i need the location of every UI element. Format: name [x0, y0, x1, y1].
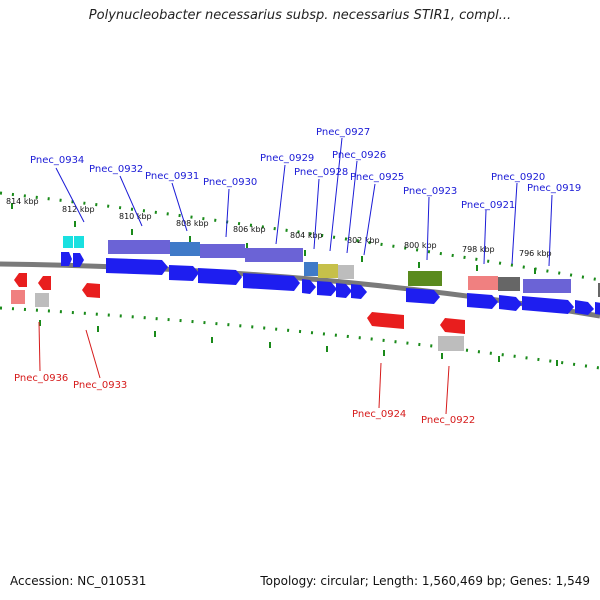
gene-arrow[interactable] [440, 318, 465, 334]
leader-line [511, 182, 518, 265]
tick-label: 812 kbp [62, 205, 95, 214]
feature-block [498, 277, 520, 291]
inner-tick-ring [0, 306, 600, 370]
gene-arrow[interactable] [106, 258, 168, 275]
map-title: Polynucleobacter necessarius subsp. nece… [88, 8, 512, 23]
feature-block [63, 236, 73, 248]
feature-block [318, 264, 338, 278]
gene-label[interactable]: Pnec_0924 [352, 409, 406, 420]
leader-line [275, 164, 286, 245]
gene-arrow[interactable] [499, 295, 522, 311]
gene-arrow[interactable] [351, 284, 367, 299]
gene-arrow[interactable] [595, 302, 600, 315]
outer-tick-ring [0, 191, 600, 282]
feature-block [170, 242, 200, 256]
gene-label[interactable]: Pnec_0920 [491, 172, 545, 183]
gene-label[interactable]: Pnec_0928 [294, 167, 348, 178]
leader-line [378, 362, 382, 409]
gene-arrow[interactable] [522, 296, 574, 314]
gene-arrow[interactable] [198, 268, 242, 285]
leader-line [38, 321, 41, 372]
gene-label[interactable]: Pnec_0930 [203, 177, 257, 188]
feature-track [63, 236, 600, 297]
leader-line [346, 160, 358, 254]
leader-line [225, 188, 230, 238]
gene-label[interactable]: Pnec_0936 [14, 373, 68, 384]
leader-line [171, 182, 188, 232]
minus-strand-genes [11, 273, 465, 351]
feature-block [598, 283, 600, 297]
tick-label: 802 kbp [347, 236, 380, 245]
gene-arrow[interactable] [467, 293, 498, 309]
gene-arrow[interactable] [38, 276, 51, 290]
gene-label[interactable]: Pnec_0933 [73, 380, 127, 391]
leader-line [426, 196, 430, 261]
gene-label[interactable]: Pnec_0932 [89, 164, 143, 175]
leader-line [329, 137, 343, 252]
gene-label[interactable]: Pnec_0922 [421, 415, 475, 426]
minus-leader-lines [38, 321, 450, 415]
gene-label[interactable]: Pnec_0929 [260, 153, 314, 164]
gene-arrow[interactable] [302, 279, 316, 294]
feature-block [523, 279, 571, 293]
tick-label: 800 kbp [404, 241, 437, 250]
gene-label[interactable]: Pnec_0934 [30, 155, 84, 166]
leader-line [55, 167, 85, 223]
gene-arrow[interactable] [14, 273, 27, 287]
feature-block [35, 293, 49, 307]
leader-line [119, 175, 143, 227]
feature-block [408, 271, 442, 286]
gene-arrow[interactable] [82, 283, 100, 298]
major-ticks [11, 203, 558, 366]
gene-arrow[interactable] [367, 312, 404, 329]
topology-text: Topology: circular; Length: 1,560,469 bp… [260, 574, 590, 588]
feature-block [108, 240, 170, 254]
gene-label[interactable]: Pnec_0931 [145, 171, 199, 182]
feature-block [338, 265, 354, 279]
tick-label: 808 kbp [176, 219, 209, 228]
gene-label[interactable]: Pnec_0921 [461, 200, 515, 211]
gene-arrow[interactable] [169, 265, 199, 281]
leader-line [445, 365, 450, 415]
feature-block [200, 244, 245, 258]
feature-block [11, 290, 25, 304]
tick-label: 814 kbp [6, 197, 39, 206]
gene-arrow[interactable] [73, 253, 84, 267]
gene-label[interactable]: Pnec_0927 [316, 127, 370, 138]
gene-label[interactable]: Pnec_0919 [527, 183, 581, 194]
gene-label[interactable]: Pnec_0923 [403, 186, 457, 197]
feature-block [74, 236, 84, 248]
leader-line [313, 178, 320, 250]
gene-label[interactable]: Pnec_0926 [332, 150, 386, 161]
gene-arrow[interactable] [406, 288, 440, 304]
tick-label: 810 kbp [119, 212, 152, 221]
gene-arrow[interactable] [317, 281, 337, 296]
feature-block [438, 336, 464, 351]
leader-line [483, 209, 487, 265]
tick-label: 796 kbp [519, 249, 552, 258]
feature-block [245, 248, 303, 262]
gene-label[interactable]: Pnec_0925 [350, 172, 404, 183]
tick-label: 804 kbp [290, 231, 323, 240]
gene-arrow[interactable] [243, 273, 300, 291]
leader-line [85, 329, 101, 379]
tick-label: 806 kbp [233, 225, 266, 234]
gene-arrow[interactable] [575, 300, 594, 315]
plus-strand-genes [61, 252, 600, 315]
leader-line [548, 194, 553, 267]
feature-block [468, 276, 498, 290]
gene-arrow[interactable] [61, 252, 72, 266]
tick-label: 798 kbp [462, 245, 495, 254]
leader-line [363, 183, 376, 256]
accession-text: Accession: NC_010531 [10, 574, 147, 588]
feature-block [304, 262, 318, 276]
plus-leader-lines [55, 137, 553, 267]
gene-arrow[interactable] [336, 283, 352, 298]
